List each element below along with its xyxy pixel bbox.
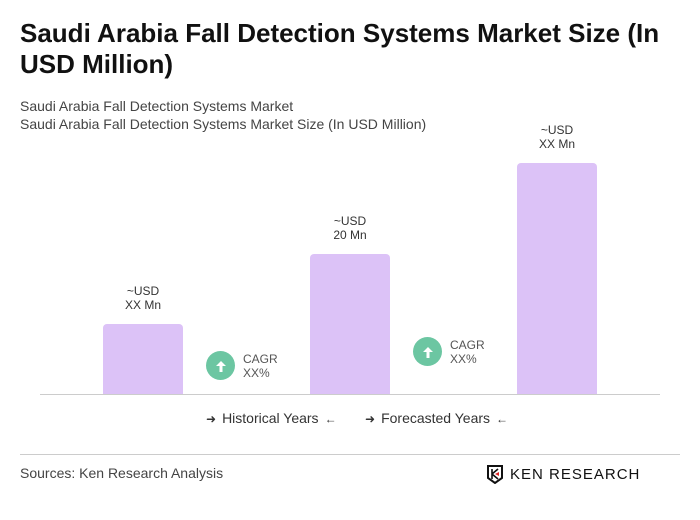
- arrow-right-icon: ➜: [206, 412, 217, 426]
- bar: [103, 324, 183, 394]
- logo-icon: [487, 465, 503, 484]
- bar: [517, 163, 597, 394]
- data-label-line1: ~USD: [126, 284, 160, 298]
- divider: [20, 454, 680, 455]
- data-label-line2: 20 Mn: [333, 228, 367, 242]
- subtitle: Saudi Arabia Fall Detection Systems Mark…: [20, 98, 294, 114]
- cagr-badge: CAGR XX%: [206, 351, 278, 380]
- arrow-right-icon: ➜: [365, 412, 376, 426]
- cagr-label: CAGR: [243, 351, 278, 366]
- data-label: ~USD XX Mn: [507, 123, 607, 151]
- cagr-badge: CAGR XX%: [413, 337, 485, 366]
- arrow-up-icon: [206, 351, 235, 380]
- source-note: Sources: Ken Research Analysis: [20, 465, 224, 481]
- data-label-line2: XX Mn: [124, 298, 161, 312]
- bar: [310, 254, 390, 394]
- cagr-label: CAGR: [450, 337, 485, 352]
- cagr-value: XX%: [450, 351, 477, 366]
- logo-text: KEN RESEARCH: [510, 465, 641, 483]
- x-axis-line: [40, 394, 660, 395]
- cagr-value: XX%: [243, 365, 270, 380]
- data-label: ~USD XX Mn: [93, 284, 193, 312]
- subtitle-2: Saudi Arabia Fall Detection Systems Mark…: [20, 116, 427, 132]
- legend-forecasted: ➜ Forecasted Years ←: [359, 410, 514, 426]
- data-label-line1: ~USD: [540, 123, 574, 137]
- page-title: Saudi Arabia Fall Detection Systems Mark…: [20, 18, 660, 79]
- arrow-left-icon: ←: [324, 412, 337, 426]
- arrow-up-icon: [413, 337, 442, 366]
- data-label: ~USD 20 Mn: [300, 214, 400, 242]
- data-label-line1: ~USD: [333, 214, 367, 228]
- legend-historical: ➜ Historical Years ←: [200, 410, 343, 426]
- legend-label: Forecasted Years: [381, 410, 491, 426]
- legend-label: Historical Years: [222, 410, 319, 426]
- data-label-line2: XX Mn: [538, 137, 575, 151]
- arrow-left-icon: ←: [496, 412, 509, 426]
- ken-research-logo: KEN RESEARCH: [486, 464, 640, 484]
